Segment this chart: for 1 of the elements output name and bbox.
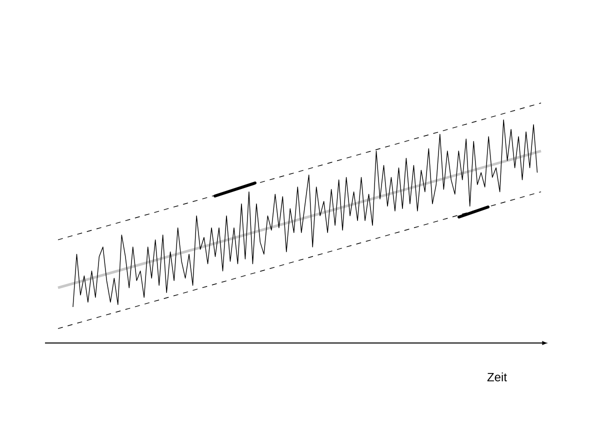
x-axis-title: Zeit bbox=[487, 372, 507, 382]
